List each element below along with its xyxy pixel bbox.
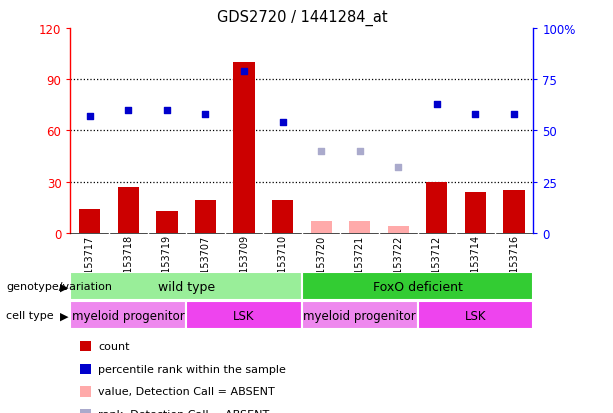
Bar xyxy=(456,29,495,233)
Bar xyxy=(186,301,302,330)
Text: ▶: ▶ xyxy=(60,311,69,320)
Text: count: count xyxy=(98,341,129,351)
Bar xyxy=(225,29,264,233)
Bar xyxy=(148,29,186,233)
Bar xyxy=(109,29,148,233)
Text: rank, Detection Call = ABSENT: rank, Detection Call = ABSENT xyxy=(98,409,269,413)
Bar xyxy=(465,192,486,233)
Bar xyxy=(387,226,409,233)
Bar xyxy=(302,301,417,330)
Title: GDS2720 / 1441284_at: GDS2720 / 1441284_at xyxy=(216,10,387,26)
Bar xyxy=(156,211,178,233)
Bar xyxy=(234,63,254,233)
Point xyxy=(162,107,172,114)
Point xyxy=(509,112,519,118)
Point xyxy=(278,120,287,126)
Point xyxy=(432,101,442,108)
Text: ▶: ▶ xyxy=(60,282,69,292)
Text: LSK: LSK xyxy=(234,309,255,322)
Bar xyxy=(302,273,533,301)
Text: wild type: wild type xyxy=(158,280,215,293)
Bar xyxy=(426,182,447,233)
Bar xyxy=(70,301,186,330)
Bar xyxy=(186,29,225,233)
Bar xyxy=(503,191,525,233)
Text: myeloid progenitor: myeloid progenitor xyxy=(72,309,185,322)
Bar xyxy=(379,29,417,233)
Bar xyxy=(118,188,139,233)
Text: genotype/variation: genotype/variation xyxy=(6,282,112,292)
Point xyxy=(85,114,94,120)
Bar xyxy=(417,301,533,330)
Bar xyxy=(79,209,101,233)
Point xyxy=(123,107,133,114)
Text: LSK: LSK xyxy=(465,309,486,322)
Bar xyxy=(70,273,302,301)
Bar xyxy=(340,29,379,233)
Bar xyxy=(272,201,293,233)
Bar xyxy=(264,29,302,233)
Bar xyxy=(70,29,109,233)
Bar xyxy=(349,221,370,233)
Bar xyxy=(195,201,216,233)
Point xyxy=(239,69,249,75)
Text: FoxO deficient: FoxO deficient xyxy=(373,280,463,293)
Bar xyxy=(417,29,456,233)
Point xyxy=(394,165,403,171)
Text: percentile rank within the sample: percentile rank within the sample xyxy=(98,364,286,374)
Bar xyxy=(302,29,340,233)
Text: cell type: cell type xyxy=(6,311,54,320)
Text: value, Detection Call = ABSENT: value, Detection Call = ABSENT xyxy=(98,387,275,396)
Bar xyxy=(495,29,533,233)
Bar xyxy=(311,221,332,233)
Point xyxy=(316,148,326,155)
Text: myeloid progenitor: myeloid progenitor xyxy=(303,309,416,322)
Point xyxy=(200,112,210,118)
Point xyxy=(355,148,365,155)
Point xyxy=(471,112,481,118)
